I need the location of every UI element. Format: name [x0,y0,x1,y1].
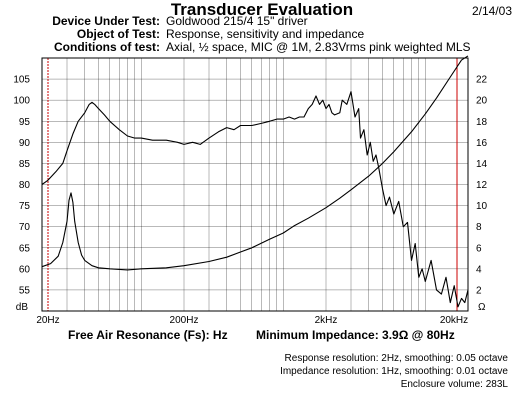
spl-response-line [41,91,469,308]
conditions-label: Conditions of test: [54,40,160,54]
right-tick-label: 22 [476,75,488,86]
right-tick-label: 20 [476,96,488,107]
tick-labels: 55 60 65 70 75 80 85 90 95 100 105 2 4 6 8 10 12 14 16 18 20… [13,75,487,326]
impedance-resolution-note: Impedance resolution: 1Hz, smoothing: 0.… [280,366,508,377]
x-tick-label: 2kHz [315,315,338,326]
left-tick-label: 65 [19,243,31,254]
x-tick-label: 200Hz [170,315,199,326]
conditions-value: Axial, ½ space, MIC @ 1M, 2.83Vrms pink … [166,40,471,54]
enclosure-volume-note: Enclosure volume: 283L [400,379,508,390]
right-tick-label: 18 [476,117,488,128]
chart-series [41,55,469,308]
object-label: Object of Test: [76,27,160,41]
impedance-result: Minimum Impedance: 3.9Ω @ 80Hz [256,328,455,342]
left-tick-label: 80 [19,180,31,191]
right-tick-label: 16 [476,138,488,149]
right-unit-label: Ω [478,302,486,313]
left-tick-label: 75 [19,201,31,212]
right-tick-label: 4 [476,264,482,275]
test-date: 2/14/03 [471,4,512,18]
left-tick-label: 55 [19,285,31,296]
left-tick-label: 105 [13,75,30,86]
right-tick-label: 12 [476,180,488,191]
right-tick-label: 2 [476,285,482,296]
left-tick-label: 100 [13,96,30,107]
fs-result: Free Air Resonance (Fs): Hz [68,328,228,342]
left-tick-label: 70 [19,222,31,233]
chart-grid [42,58,468,311]
x-tick-label: 20Hz [36,315,59,326]
impedance-line [41,55,469,271]
left-tick-label: 60 [19,264,31,275]
left-unit-label: dB [16,302,29,313]
left-tick-label: 85 [19,159,31,170]
response-resolution-note: Response resolution: 2Hz, smoothing: 0.0… [284,353,508,364]
left-tick-label: 90 [19,138,31,149]
device-value: Goldwood 215/4 15" driver [166,14,308,28]
page-title: Transducer Evaluation [170,0,354,19]
x-tick-label: 20kHz [440,315,468,326]
device-label: Device Under Test: [52,14,160,28]
chart-frame [41,57,469,312]
right-tick-label: 10 [476,201,488,212]
right-tick-label: 6 [476,243,482,254]
right-tick-label: 14 [476,159,488,170]
marker-lines [47,58,458,311]
left-tick-label: 95 [19,117,31,128]
right-tick-label: 8 [476,222,482,233]
object-value: Response, sensitivity and impedance [166,27,365,41]
